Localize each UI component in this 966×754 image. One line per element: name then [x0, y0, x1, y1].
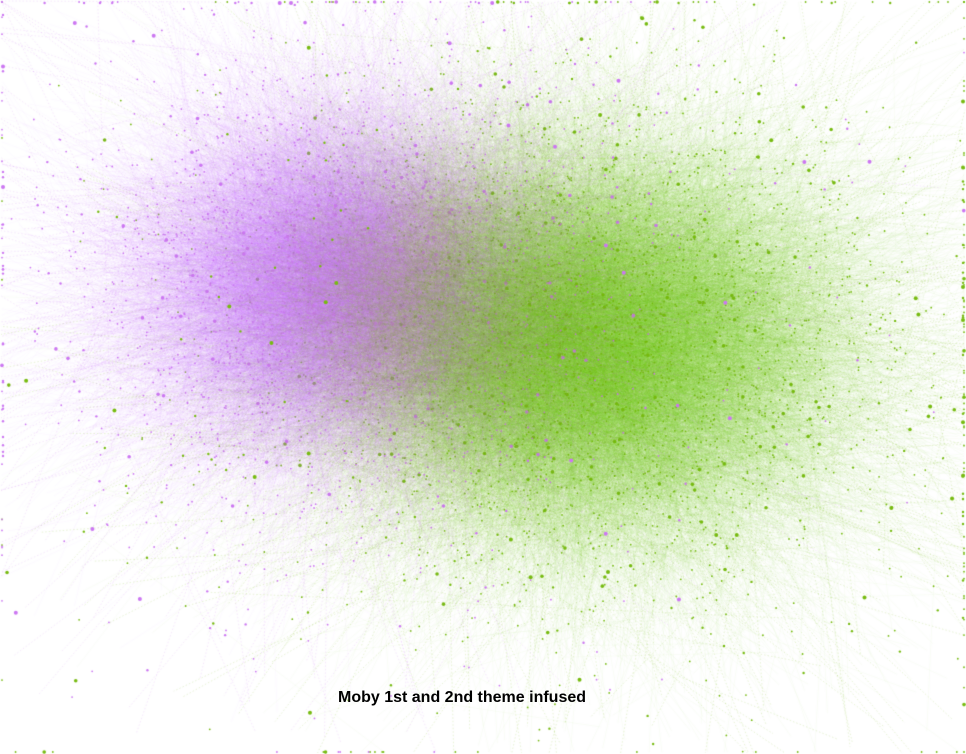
graph-caption: Moby 1st and 2nd theme infused — [337, 689, 587, 706]
